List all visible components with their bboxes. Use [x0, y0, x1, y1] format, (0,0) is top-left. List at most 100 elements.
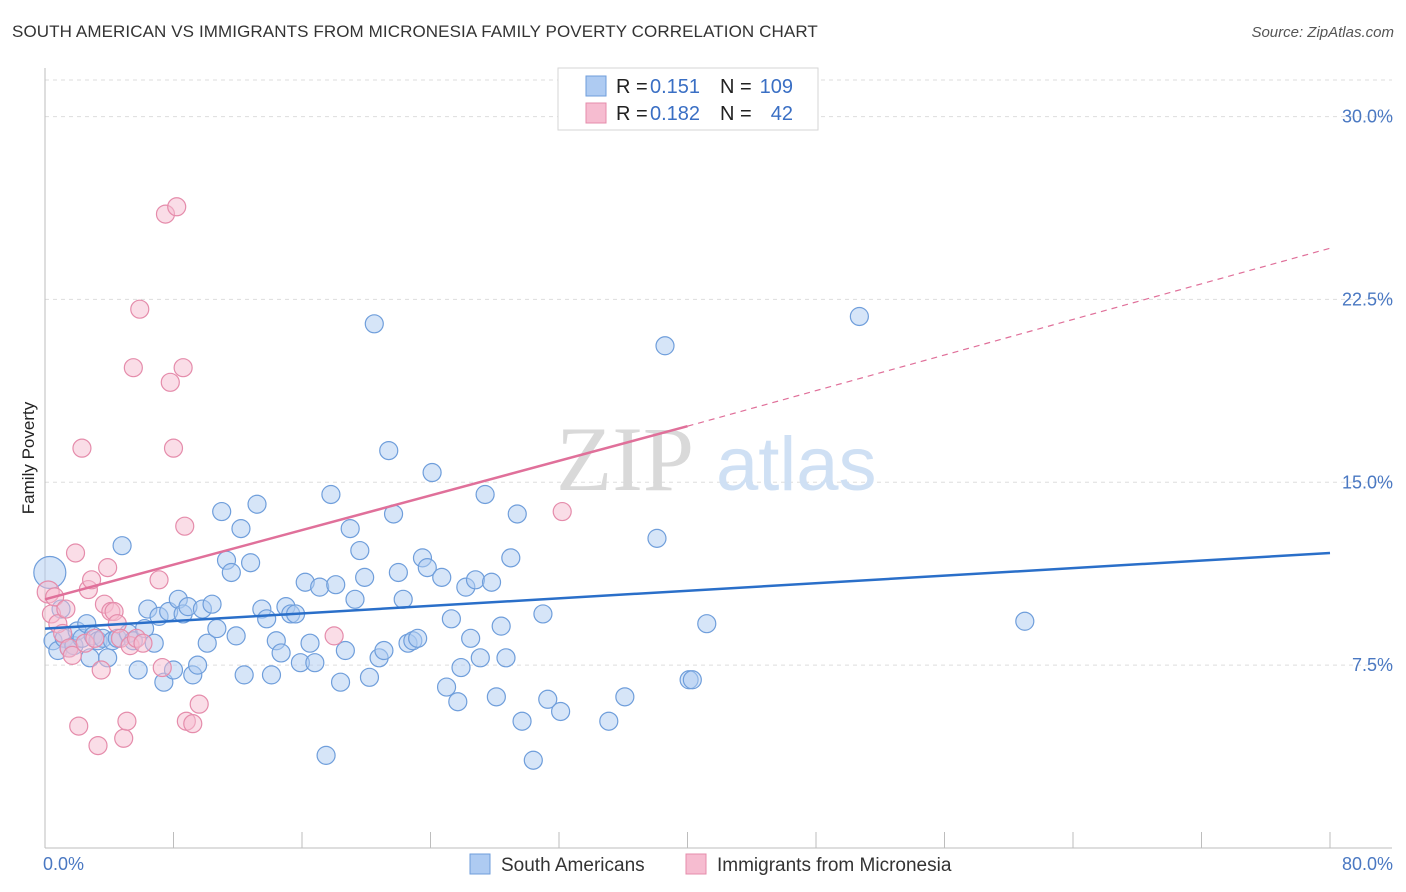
south-americans-point	[257, 609, 277, 629]
y-tick-label: 30.0%	[1342, 107, 1393, 127]
micronesia-trend-extension	[687, 247, 1331, 427]
axis-layer: 7.5% 15.0% 22.5% 30.0% 0.0% 80.0%	[43, 68, 1393, 874]
south-americans-point	[475, 484, 495, 505]
south-americans-point	[697, 614, 717, 634]
south-americans-point	[374, 640, 394, 661]
south-americans-point	[486, 687, 506, 707]
legend-swatch-micronesia	[585, 102, 607, 124]
south-americans-point	[507, 504, 527, 524]
south-americans-point	[461, 628, 481, 648]
south-americans-point	[212, 501, 232, 522]
south-americans-point	[496, 648, 516, 668]
legend-n-value-1: 109	[760, 76, 793, 98]
micronesia-trend-line	[44, 425, 688, 601]
trend-layer	[44, 247, 1331, 630]
south-americans-point	[340, 519, 360, 539]
south-americans-point	[388, 562, 408, 583]
south-americans-point	[849, 306, 869, 327]
south-americans-point	[441, 609, 461, 629]
south-americans-point	[330, 672, 351, 692]
watermark: ZIP atlas	[556, 408, 877, 510]
micronesia-point	[552, 501, 572, 522]
micronesia-point	[114, 728, 134, 748]
south-americans-point	[310, 577, 330, 597]
bottom-legend-swatch-south-americans	[469, 853, 491, 875]
micronesia-point	[65, 543, 86, 563]
bottom-legend-label-micronesia: Immigrants from Micronesia	[717, 855, 952, 876]
south-americans-point	[316, 745, 336, 765]
south-americans-point	[350, 540, 370, 561]
micronesia-point	[133, 633, 153, 653]
south-americans-point	[305, 653, 325, 673]
south-americans-point	[615, 687, 635, 707]
micronesia-point	[163, 438, 184, 458]
legend-r-value-1: 0.151	[650, 76, 700, 98]
south-americans-point	[202, 594, 222, 614]
south-americans-point	[1015, 611, 1035, 631]
watermark-zip: ZIP	[556, 408, 694, 510]
chart-source: Source: ZipAtlas.com	[1251, 24, 1394, 41]
x-tick-label-max: 80.0%	[1342, 854, 1393, 874]
south-americans-point	[187, 655, 208, 675]
legend-r-label-1: R =	[616, 76, 648, 98]
chart-title: SOUTH AMERICAN VS IMMIGRANTS FROM MICRON…	[12, 22, 818, 41]
south-americans-point	[379, 440, 399, 461]
south-americans-point	[465, 570, 486, 590]
legend-swatch-south-americans	[585, 75, 607, 97]
south-americans-point	[359, 667, 380, 687]
micronesia-point	[152, 657, 172, 678]
south-americans-point	[538, 689, 558, 709]
south-americans-point	[422, 462, 442, 483]
micronesia-point	[85, 628, 105, 648]
south-americans-point	[207, 618, 227, 639]
south-americans-point	[326, 575, 346, 595]
south-americans-point	[112, 536, 132, 556]
south-americans-point	[501, 548, 521, 568]
south-americans-point	[491, 616, 511, 636]
micronesia-point	[149, 570, 169, 590]
south-americans-point	[335, 640, 355, 661]
south-americans-point	[197, 633, 217, 653]
micronesia-point	[117, 711, 137, 731]
south-americans-point	[364, 314, 384, 334]
south-americans-point	[512, 711, 532, 731]
south-americans-point	[408, 628, 428, 648]
legend-n-label-2: N =	[720, 103, 752, 125]
south-americans-point	[481, 572, 502, 592]
legend-n-value-2: 42	[771, 103, 793, 125]
y-axis-label: Family Poverty	[19, 401, 38, 514]
south-americans-point	[300, 633, 320, 653]
bottom-legend: South Americans Immigrants from Micrones…	[469, 853, 952, 876]
y-tick-label: 15.0%	[1342, 472, 1393, 492]
south-americans-point	[345, 589, 365, 609]
south-americans-point	[647, 528, 667, 548]
south-americans-point	[432, 567, 452, 587]
micronesia-point	[91, 660, 111, 680]
south-americans-point	[128, 660, 148, 680]
micronesia-point	[175, 516, 195, 536]
south-americans-point	[321, 484, 341, 505]
south-americans-point	[241, 553, 261, 573]
micronesia-point	[62, 645, 82, 665]
legend-n-label-1: N =	[720, 76, 752, 98]
y-tick-label: 22.5%	[1342, 289, 1393, 309]
micronesia-point	[324, 626, 344, 646]
micronesia-point	[167, 197, 187, 217]
micronesia-point	[72, 438, 92, 458]
south-americans-point	[221, 562, 241, 583]
micronesia-point	[98, 558, 118, 578]
micronesia-point	[130, 299, 150, 319]
grid-layer	[45, 79, 1392, 666]
south-americans-point	[436, 677, 457, 697]
bottom-legend-label-south-americans: South Americans	[501, 855, 645, 876]
micronesia-point	[189, 694, 209, 714]
south-americans-point	[599, 711, 619, 731]
micronesia-point	[88, 735, 108, 756]
legend-r-value-2: 0.182	[650, 103, 700, 125]
micronesia-point	[56, 599, 76, 619]
south-americans-point	[448, 692, 468, 712]
micronesia-point	[69, 716, 89, 736]
south-americans-point	[234, 665, 254, 685]
micronesia-point	[160, 372, 180, 392]
legend-r-label-2: R =	[616, 103, 648, 125]
